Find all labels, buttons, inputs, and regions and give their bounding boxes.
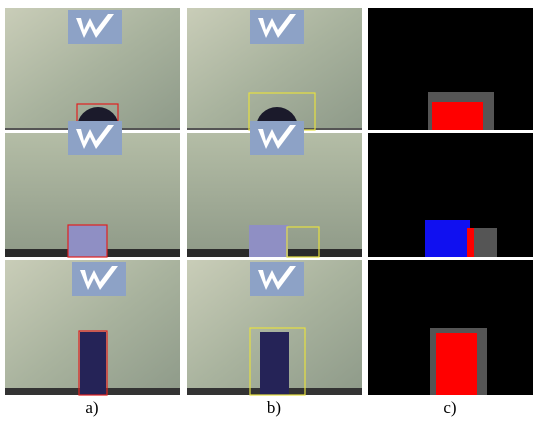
mask-object — [432, 102, 483, 130]
logo — [72, 262, 126, 296]
figure: a) b) c) — [0, 0, 538, 422]
cylinder — [260, 332, 289, 395]
mask-object — [425, 220, 470, 257]
box-object — [68, 225, 107, 257]
mask-object — [436, 333, 477, 395]
logo — [68, 10, 122, 44]
caption: a) — [85, 398, 98, 417]
box-object — [249, 225, 288, 257]
row-3 — [5, 260, 533, 395]
mask-overlap — [467, 228, 474, 257]
logo — [250, 262, 304, 296]
logo — [250, 121, 304, 155]
caption: b) — [267, 398, 281, 417]
mask-region — [474, 228, 497, 257]
cylinder — [80, 332, 106, 395]
row-2 — [5, 121, 533, 257]
logo — [250, 10, 304, 44]
caption: c) — [443, 398, 456, 417]
logo — [68, 121, 122, 155]
